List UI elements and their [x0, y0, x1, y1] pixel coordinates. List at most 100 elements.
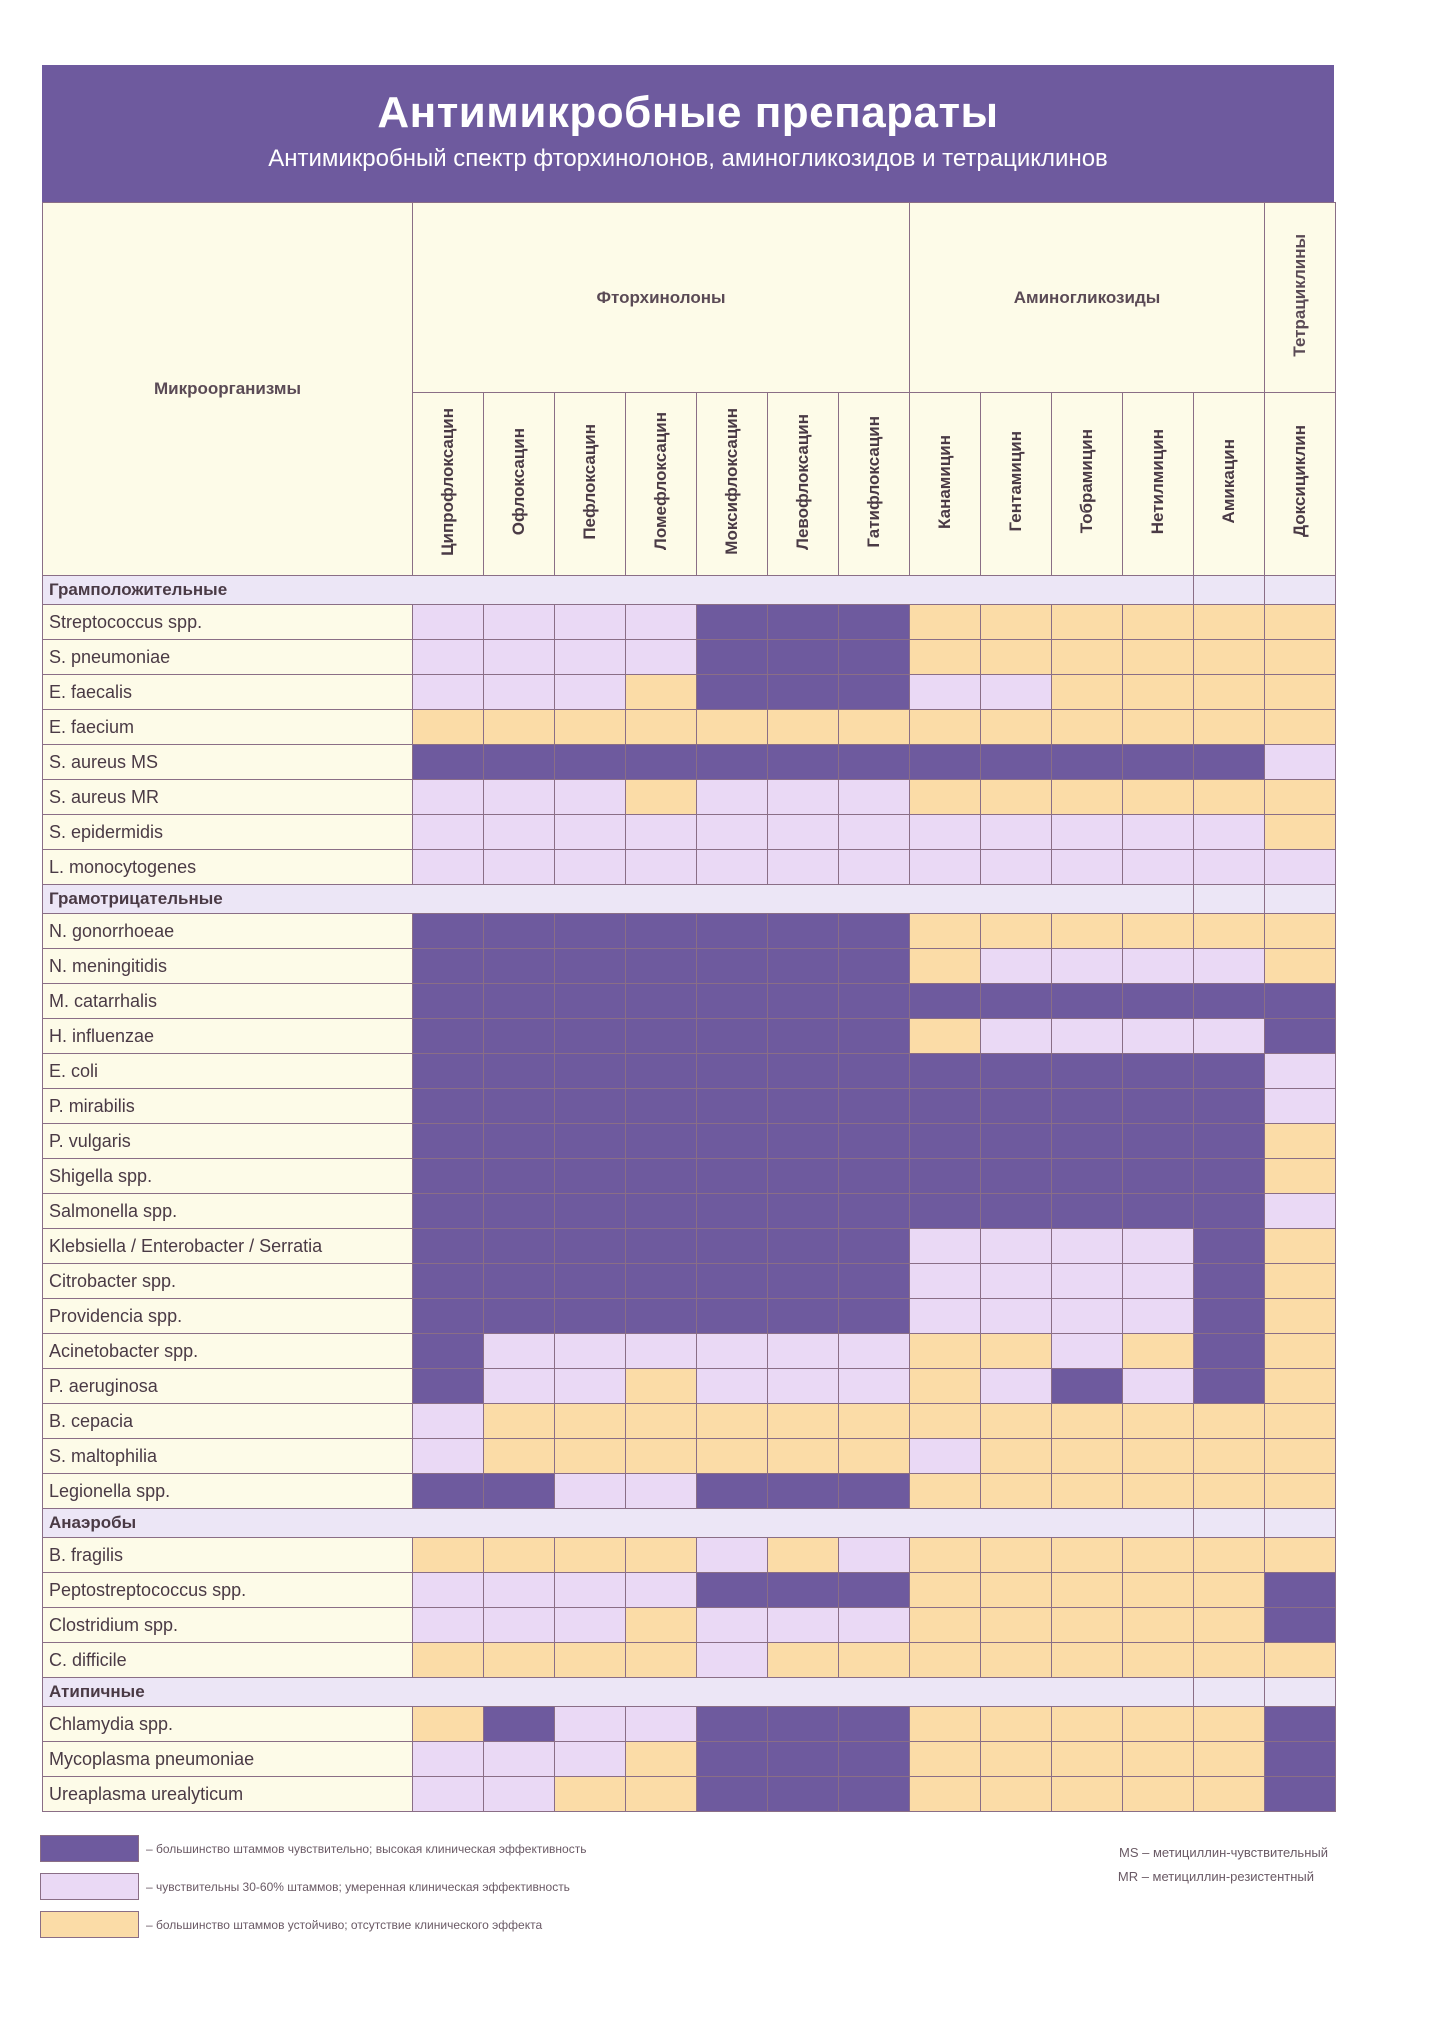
susceptibility-cell [980, 948, 1052, 984]
table-row: Mycoplasma pneumoniae [42, 1741, 1337, 1777]
table-row: C. difficile [42, 1642, 1337, 1678]
susceptibility-cell [767, 744, 839, 780]
susceptibility-cell [838, 1298, 910, 1334]
susceptibility-cell [1051, 1706, 1123, 1742]
susceptibility-cell [625, 1158, 697, 1194]
susceptibility-cell [767, 1403, 839, 1439]
susceptibility-cell [483, 1776, 555, 1812]
susceptibility-cell [980, 1537, 1052, 1573]
susceptibility-cell [554, 744, 626, 780]
susceptibility-cell [625, 1403, 697, 1439]
susceptibility-cell [909, 639, 981, 675]
susceptibility-cell [696, 1088, 768, 1124]
susceptibility-cell [412, 1776, 484, 1812]
susceptibility-cell [625, 1642, 697, 1678]
table-row: E. faecium [42, 709, 1337, 745]
susceptibility-cell [625, 674, 697, 710]
susceptibility-cell [554, 1263, 626, 1299]
susceptibility-cell [767, 709, 839, 745]
susceptibility-cell [909, 709, 981, 745]
organism-name: P. aeruginosa [42, 1368, 413, 1404]
susceptibility-cell [625, 1368, 697, 1404]
susceptibility-cell [767, 1607, 839, 1643]
susceptibility-cell [1264, 779, 1337, 815]
susceptibility-cell [1051, 1193, 1123, 1229]
susceptibility-cell [980, 709, 1052, 745]
susceptibility-cell [483, 814, 555, 850]
poster-sheet: Антимикробные препараты Антимикробный сп… [42, 65, 1337, 1812]
susceptibility-cell [412, 849, 484, 885]
susceptibility-cell [554, 1333, 626, 1369]
susceptibility-cell [412, 1158, 484, 1194]
susceptibility-cell [767, 1193, 839, 1229]
susceptibility-cell [838, 1123, 910, 1159]
susceptibility-cell [838, 1473, 910, 1509]
susceptibility-cell [1051, 1607, 1123, 1643]
organism-name: Clostridium spp. [42, 1607, 413, 1643]
susceptibility-cell [838, 1706, 910, 1742]
susceptibility-cell [980, 1193, 1052, 1229]
drug-header-label: Пефлоксацин [580, 423, 599, 540]
susceptibility-cell [909, 604, 981, 640]
susceptibility-cell [1192, 674, 1266, 710]
susceptibility-cell [1051, 1228, 1123, 1264]
table-row: H. influenzae [42, 1018, 1337, 1054]
susceptibility-cell [1122, 1228, 1194, 1264]
group-spacer-cell [1192, 884, 1266, 914]
susceptibility-cell [483, 604, 555, 640]
susceptibility-cell [1051, 948, 1123, 984]
susceptibility-cell [483, 1193, 555, 1229]
table-row: Acinetobacter spp. [42, 1333, 1337, 1369]
susceptibility-cell [1122, 1438, 1194, 1474]
organism-name: B. fragilis [42, 1537, 413, 1573]
susceptibility-cell [909, 744, 981, 780]
susceptibility-cell [1122, 744, 1194, 780]
susceptibility-cell [980, 1642, 1052, 1678]
susceptibility-cell [980, 1368, 1052, 1404]
susceptibility-cell [909, 814, 981, 850]
susceptibility-cell [838, 1088, 910, 1124]
susceptibility-cell [1192, 913, 1266, 949]
susceptibility-cell [483, 1572, 555, 1608]
susceptibility-cell [767, 674, 839, 710]
drug-header: Моксифлоксацин [696, 392, 768, 576]
susceptibility-cell [1264, 674, 1337, 710]
susceptibility-cell [483, 948, 555, 984]
susceptibility-cell [1264, 1088, 1337, 1124]
susceptibility-cell [980, 1018, 1052, 1054]
susceptibility-cell [838, 849, 910, 885]
susceptibility-cell [554, 849, 626, 885]
susceptibility-cell [1192, 1228, 1266, 1264]
susceptibility-cell [1264, 709, 1337, 745]
susceptibility-cell [767, 1263, 839, 1299]
susceptibility-cell [1264, 849, 1337, 885]
susceptibility-cell [767, 1333, 839, 1369]
susceptibility-cell [980, 1572, 1052, 1608]
susceptibility-cell [838, 913, 910, 949]
susceptibility-cell [909, 1706, 981, 1742]
susceptibility-cell [909, 1088, 981, 1124]
legend-text-high: – большинство штаммов чувствительно; выс… [146, 1842, 587, 1856]
susceptibility-cell [1122, 1333, 1194, 1369]
susceptibility-cell [980, 1088, 1052, 1124]
susceptibility-cell [1051, 1333, 1123, 1369]
susceptibility-cell [696, 983, 768, 1019]
susceptibility-cell [554, 1438, 626, 1474]
susceptibility-cell [1051, 1123, 1123, 1159]
organism-name: Mycoplasma pneumoniae [42, 1741, 413, 1777]
susceptibility-cell [483, 1403, 555, 1439]
drug-header-label: Гатифлоксацин [864, 415, 883, 548]
susceptibility-cell [1122, 1642, 1194, 1678]
drug-header: Амикацин [1192, 392, 1266, 576]
susceptibility-cell [1264, 1193, 1337, 1229]
drug-header: Канамицин [909, 392, 981, 576]
susceptibility-cell [1264, 1572, 1337, 1608]
susceptibility-cell [1122, 913, 1194, 949]
drug-header-label: Гентамицин [1006, 431, 1025, 532]
susceptibility-cell [838, 744, 910, 780]
susceptibility-cell [1264, 983, 1337, 1019]
susceptibility-cell [1192, 639, 1266, 675]
drug-header-label: Нетилмицин [1148, 428, 1167, 535]
susceptibility-cell [767, 1741, 839, 1777]
susceptibility-cell [483, 1537, 555, 1573]
